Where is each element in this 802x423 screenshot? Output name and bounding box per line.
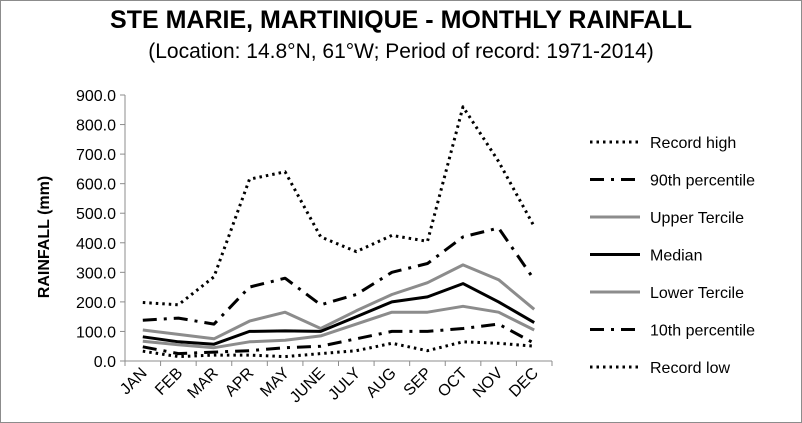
x-tick-label: DEC <box>506 365 542 401</box>
y-tick-label: 700.0 <box>76 147 116 164</box>
x-tick-label: JULY <box>325 365 364 404</box>
y-tick-label: 800.0 <box>76 118 116 135</box>
series-line-record-low <box>142 340 535 359</box>
y-tick-label: 300.0 <box>76 265 116 282</box>
series-line-upper-tercile <box>142 263 536 341</box>
y-tick-label: 900.0 <box>76 88 116 105</box>
x-tick-label: JAN <box>117 365 150 398</box>
x-tick-label: AUG <box>363 365 400 402</box>
x-tick-label: APR <box>222 365 257 400</box>
x-tick-label: MAR <box>185 365 222 402</box>
x-tick-label: NOV <box>470 365 507 402</box>
x-tick-label: SEP <box>401 365 436 400</box>
series-line-10th-percentile <box>142 322 535 356</box>
legend-label-90th-percentile: 90th percentile <box>650 173 755 190</box>
legend-label-record-low: Record low <box>650 360 730 377</box>
x-tick-label: FEB <box>152 365 186 399</box>
series-line-90th-percentile <box>142 226 536 326</box>
series-line-record-high <box>142 105 536 307</box>
chart-title: STE MARIE, MARTINIQUE - MONTHLY RAINFALL <box>110 6 692 34</box>
y-tick-label: 100.0 <box>76 324 116 341</box>
legend-label-lower-tercile: Lower Tercile <box>650 285 744 302</box>
legend-label-median: Median <box>650 248 702 265</box>
y-tick-label: 400.0 <box>76 236 116 253</box>
y-tick-label: 600.0 <box>76 177 116 194</box>
series-line-lower-tercile <box>142 304 535 350</box>
y-axis-title: RAINFALL (mm) <box>36 176 53 298</box>
x-tick-label: JUNE <box>287 365 329 407</box>
y-tick-label: 200.0 <box>76 295 116 312</box>
x-tick-label: OCT <box>435 365 471 401</box>
legend-label-upper-tercile: Upper Tercile <box>650 210 744 227</box>
legend-label-10th-percentile: 10th percentile <box>650 323 755 340</box>
chart-subtitle: (Location: 14.8°N, 61°W; Period of recor… <box>148 40 654 63</box>
legend-label-record-high: Record high <box>650 135 736 152</box>
y-tick-label: 500.0 <box>76 206 116 223</box>
y-tick-label: 0.0 <box>94 354 116 371</box>
series-line-median <box>142 282 535 346</box>
